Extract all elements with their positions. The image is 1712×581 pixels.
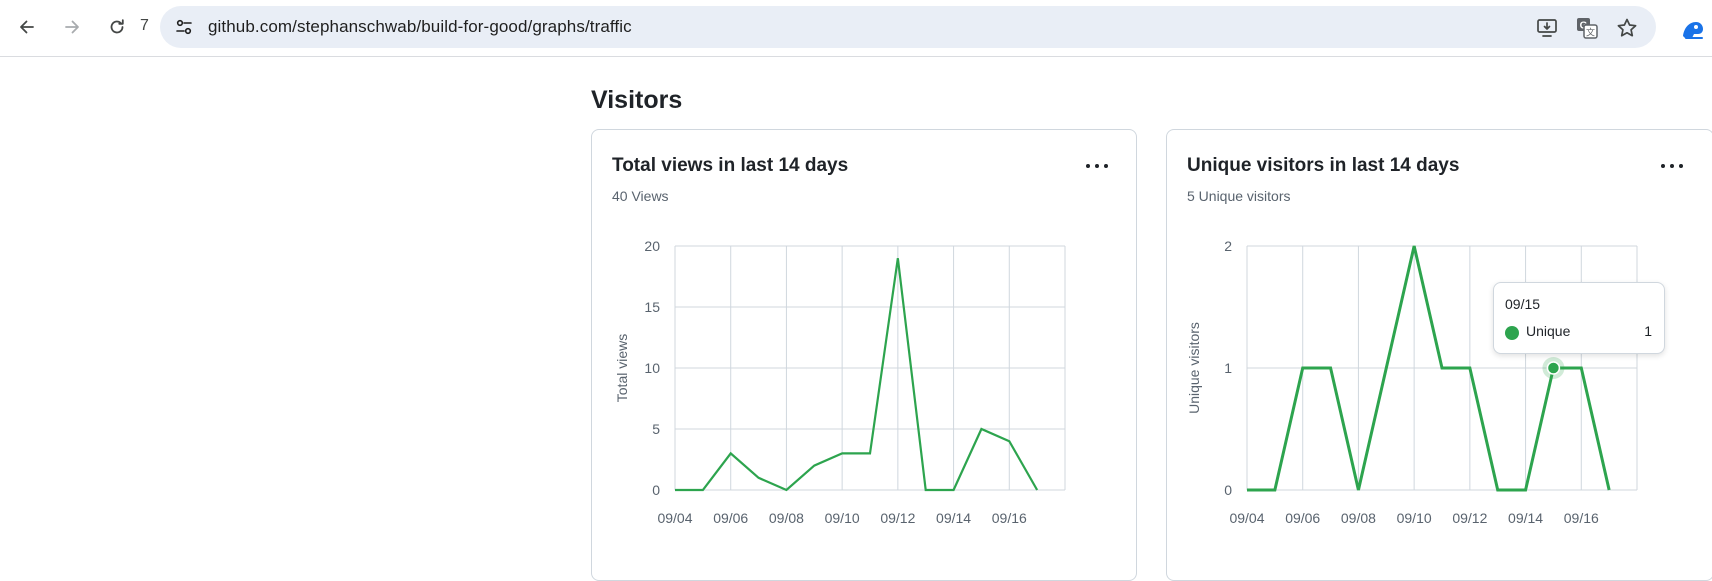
total-views-chart: 0 5 10 15 20 09/04 09/06 09/08 09/10 09/12 09/14 09… [614,238,1066,526]
x-tick-label: 09/12 [880,510,915,526]
x-tick-label: 09/08 [1341,510,1376,526]
y-tick-label: 10 [644,360,660,376]
y-tick-label: 1 [1224,360,1232,376]
address-bar[interactable]: github.com/stephanschwab/build-for-good/… [160,6,1656,48]
y-tick-label: 0 [1224,482,1232,498]
card-title: Unique visitors in last 14 days [1187,155,1460,176]
install-app-button[interactable] [1534,15,1560,41]
card-subtitle: 5 Unique visitors [1187,188,1291,204]
forward-arrow-icon [65,20,79,34]
profile-button[interactable] [1678,14,1708,44]
bookmark-star-icon [1617,18,1637,37]
total-views-card: Total views in last 14 days 40 Views 0 5 1… [591,129,1137,581]
tooltip-date: 09/15 [1505,296,1541,312]
kebab-dot [1679,164,1683,168]
x-tick-label: 09/06 [1285,510,1320,526]
kebab-dot [1104,164,1108,168]
chart-tooltip: 09/15 Unique 1 [1493,282,1665,354]
x-tick-label: 09/04 [657,510,692,526]
y-tick-label: 5 [652,421,660,437]
y-axis-label: Unique visitors [1186,322,1202,414]
card-menu-button[interactable] [1656,154,1688,178]
kebab-dot [1661,164,1665,168]
x-tick-label: 09/12 [1452,510,1487,526]
site-info-button[interactable] [170,13,198,41]
kebab-dot [1086,164,1090,168]
page-title: Visitors [591,86,683,114]
x-tick-label: 09/10 [825,510,860,526]
x-tick-label: 09/14 [1508,510,1543,526]
card-title: Total views in last 14 days [612,155,849,176]
reload-button[interactable] [100,10,134,44]
y-axis-label: Total views [614,334,630,402]
reload-icon [110,19,124,34]
y-tick-label: 20 [644,238,660,254]
translate-icon: G 文 [1577,18,1598,39]
x-tick-label: 09/04 [1229,510,1264,526]
bookmark-button[interactable] [1614,15,1640,41]
y-tick-label: 2 [1224,238,1232,254]
card-subtitle: 40 Views [612,188,669,204]
x-tick-label: 09/16 [992,510,1027,526]
kebab-dot [1670,164,1674,168]
reload-count: 7 [140,17,149,34]
kebab-dot [1095,164,1099,168]
x-tick-label: 09/08 [769,510,804,526]
unique-visitors-card: Unique visitors in last 14 days 5 Unique… [1166,129,1712,581]
highlight-point [1546,361,1561,375]
url-text[interactable]: github.com/stephanschwab/build-for-good/… [208,17,632,36]
x-tick-label: 09/06 [713,510,748,526]
tooltip-value: 1 [1644,323,1652,339]
tooltip-series-label: Unique [1526,323,1571,339]
forward-button[interactable] [55,10,89,44]
unique-visitors-chart: 0 1 2 09/04 09/06 09/08 09/10 09/12 09/14 09/16 Un… [1186,238,1638,526]
x-tick-label: 09/14 [936,510,971,526]
browser-toolbar: 7 github.com/stephanschwab/build-for-goo… [0,0,1712,57]
svg-text:文: 文 [1586,27,1595,39]
y-tick-label: 15 [644,299,660,315]
card-menu-button[interactable] [1081,154,1113,178]
install-app-icon [1537,19,1557,37]
translate-button[interactable]: G 文 [1574,15,1600,41]
series-line [675,258,1039,492]
y-tick-label: 0 [652,482,660,498]
x-tick-label: 09/16 [1564,510,1599,526]
back-arrow-icon [20,20,34,34]
site-info-icon [176,19,192,35]
x-tick-label: 09/10 [1397,510,1432,526]
profile-icon [1683,22,1703,39]
series-line [1247,245,1611,492]
back-button[interactable] [10,10,44,44]
tooltip-series-dot [1505,326,1519,340]
